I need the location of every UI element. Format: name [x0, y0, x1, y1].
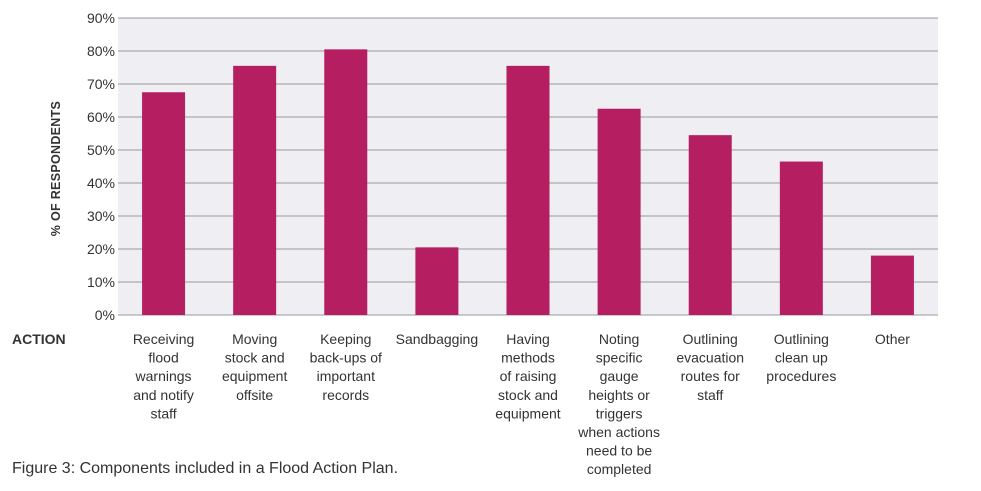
y-tick-label: 0%: [95, 307, 115, 323]
bar: [233, 65, 277, 315]
bars: [142, 49, 914, 315]
y-tick-label: 10%: [87, 274, 115, 290]
y-tick-label: 20%: [87, 241, 115, 257]
x-axis-category-labels: Receiving flood warnings and notify staff Mov…: [133, 331, 910, 477]
bar: [324, 49, 368, 315]
x-tick-label: Outlining evacuation routes for staff: [676, 331, 744, 403]
x-tick-label: Receiving flood warnings and notify staff: [133, 331, 194, 421]
figure-caption: Figure 3: Components included in a Flood…: [12, 460, 399, 477]
y-tick-label: 60%: [87, 109, 115, 125]
bar: [870, 255, 914, 315]
x-tick-label: Noting specific gauge heights or triggers whe…: [577, 331, 660, 477]
y-tick-label: 80%: [87, 43, 115, 59]
y-tick-label: 40%: [87, 175, 115, 191]
bar: [688, 135, 732, 315]
bar: [506, 65, 550, 315]
x-axis-label: ACTION: [12, 331, 66, 347]
x-tick-label: Moving stock and equipment offsite: [222, 331, 287, 403]
x-tick-label: Other: [875, 331, 910, 347]
y-tick-label: 70%: [87, 76, 115, 92]
x-tick-label: Outlining clean up procedures: [766, 331, 836, 384]
x-tick-label: Keeping back-ups of important records: [310, 331, 382, 403]
y-tick-label: 90%: [87, 10, 115, 26]
y-tick-label: 30%: [87, 208, 115, 224]
y-axis-ticks: 0% 10% 20% 30% 40% 50% 60% 70% 80% 90%: [87, 10, 115, 323]
y-tick-label: 50%: [87, 142, 115, 158]
bar: [597, 108, 641, 315]
bar: [415, 247, 459, 315]
x-tick-label: Sandbagging: [396, 331, 479, 347]
bar: [779, 161, 823, 315]
y-axis-label: % OF RESPONDENTS: [49, 101, 63, 236]
bar: [142, 92, 186, 315]
x-tick-label: Having methods of raising stock and equipmen…: [495, 331, 560, 421]
